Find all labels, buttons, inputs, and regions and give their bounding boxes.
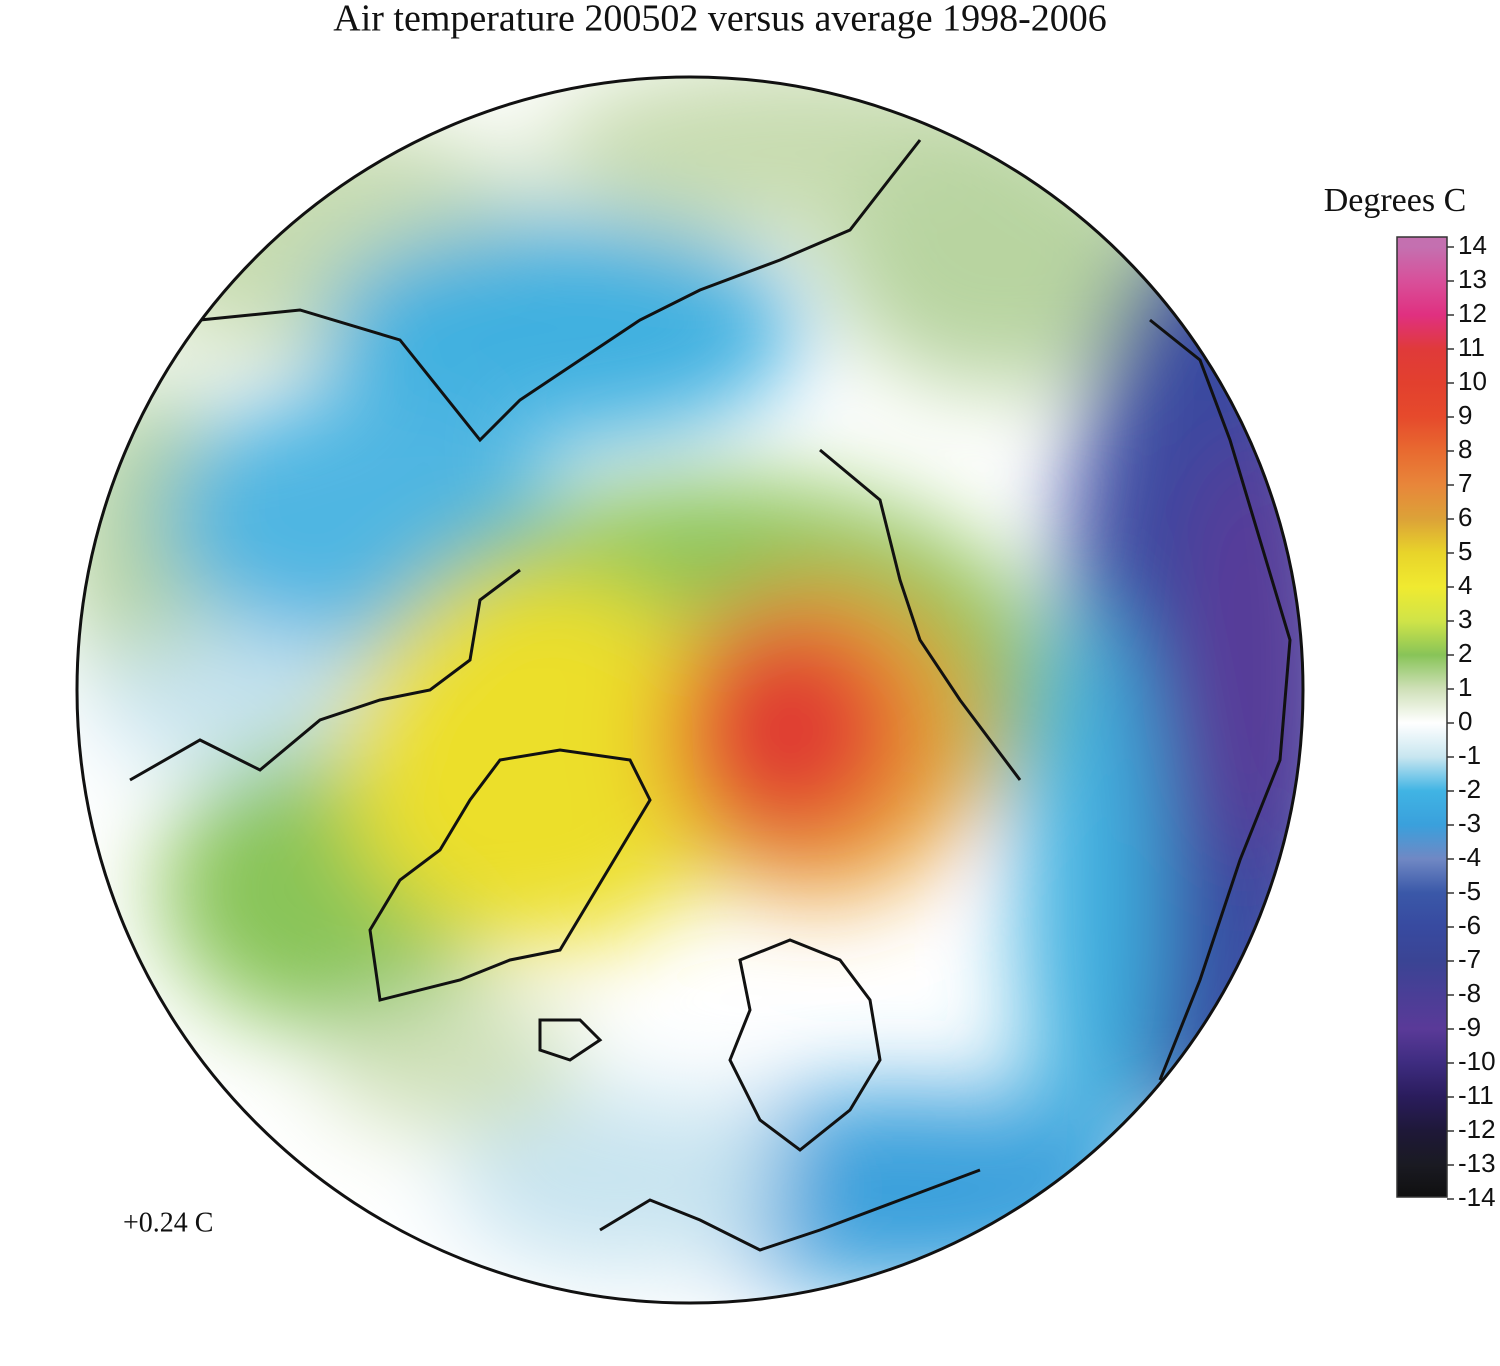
legend-title: Degrees C — [1324, 182, 1467, 219]
colorbar-tick-label: 8 — [1458, 434, 1472, 464]
colorbar-tick-label: -5 — [1458, 876, 1481, 906]
globe-outline — [75, 75, 1305, 1305]
colorbar-tick-label: 0 — [1458, 706, 1472, 736]
colorbar-tick-label: 5 — [1458, 536, 1472, 566]
colorbar-tick-label: -7 — [1458, 944, 1481, 974]
colorbar-tick-label: 9 — [1458, 400, 1472, 430]
colorbar-tick-label: -2 — [1458, 774, 1481, 804]
colorbar-tick-label: -11 — [1458, 1080, 1494, 1110]
colorbar-tick-label: 7 — [1458, 468, 1472, 498]
colorbar-tick-label: -10 — [1458, 1046, 1496, 1076]
colorbar-tick-label: -12 — [1458, 1114, 1496, 1144]
colorbar-tick-label: 10 — [1458, 366, 1487, 396]
colorbar-tick-label: -3 — [1458, 808, 1481, 838]
colorbar-tick-label: 2 — [1458, 638, 1472, 668]
coastlines — [129, 139, 1292, 1252]
mean-annotation: +0.24 C — [123, 1207, 213, 1238]
colorbar-tick-label: 6 — [1458, 502, 1472, 532]
colorbar-tick-label: -4 — [1458, 842, 1481, 872]
colorbar-tick-label: -13 — [1458, 1148, 1496, 1178]
colorbar-tick-label: 12 — [1458, 298, 1487, 328]
colorbar-tick-label: -9 — [1458, 1012, 1481, 1042]
colorbar-tick-label: 3 — [1458, 604, 1472, 634]
map-title: Air temperature 200502 versus average 19… — [333, 0, 1106, 40]
colorbar — [1396, 236, 1448, 1198]
temperature-field — [77, 77, 1303, 1303]
colorbar-tick-label: 14 — [1458, 230, 1487, 260]
colorbar-tick-label: 4 — [1458, 570, 1472, 600]
colorbar-tick-label: -1 — [1458, 740, 1481, 770]
colorbar-tick-label: 11 — [1458, 332, 1485, 362]
colorbar-tick-label: 13 — [1458, 264, 1487, 294]
colorbar-tick-label: 1 — [1458, 672, 1472, 702]
colorbar-tick-label: -8 — [1458, 978, 1481, 1008]
colorbar-tick-label: -6 — [1458, 910, 1481, 940]
colorbar-tick-label: -14 — [1458, 1182, 1496, 1212]
